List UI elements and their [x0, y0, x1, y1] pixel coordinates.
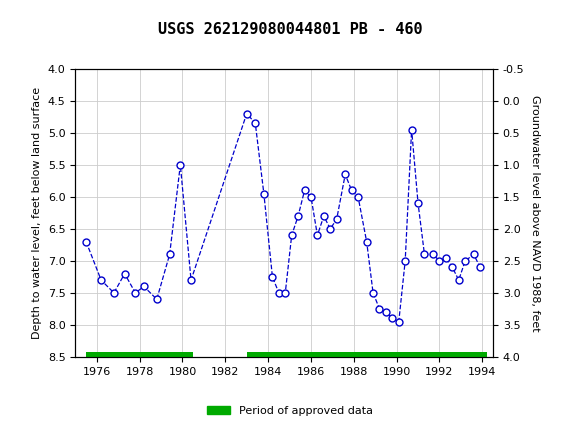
Text: ⅣUSGS: ⅣUSGS — [6, 6, 75, 24]
Legend: Period of approved data: Period of approved data — [203, 401, 377, 420]
Y-axis label: Depth to water level, feet below land surface: Depth to water level, feet below land su… — [32, 87, 42, 339]
Text: USGS 262129080044801 PB - 460: USGS 262129080044801 PB - 460 — [158, 22, 422, 37]
Y-axis label: Groundwater level above NAVD 1988, feet: Groundwater level above NAVD 1988, feet — [530, 95, 540, 331]
